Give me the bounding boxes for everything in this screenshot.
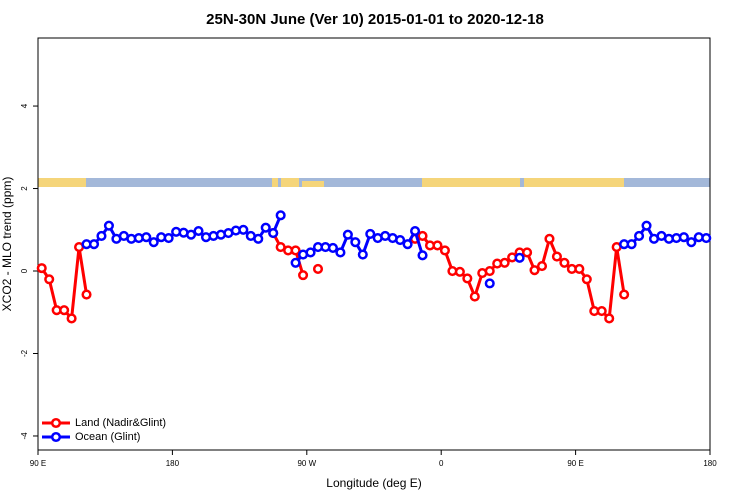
series-marker: [260, 222, 271, 233]
series-marker: [350, 237, 361, 248]
land-band: [422, 178, 520, 187]
land-band: [272, 178, 278, 187]
x-tick-label: 90 W: [297, 459, 316, 468]
series-marker: [253, 233, 264, 244]
series-marker: [544, 233, 555, 244]
series-marker: [484, 265, 495, 277]
series-marker: [312, 263, 324, 275]
series-marker: [275, 210, 286, 221]
y-tick-label: 4: [20, 103, 29, 108]
x-tick-label: 90 E: [30, 459, 46, 468]
series-marker: [148, 237, 159, 248]
legend-label: Ocean (Glint): [75, 431, 140, 443]
series-marker: [604, 313, 615, 324]
series-marker: [186, 229, 197, 240]
series-marker: [678, 232, 689, 243]
series-marker: [103, 220, 114, 231]
series-marker: [357, 249, 368, 260]
series-marker: [641, 220, 652, 231]
series-marker: [454, 266, 465, 277]
y-tick-label: -2: [20, 349, 29, 357]
legend-label: Land (Nadir&Glint): [75, 417, 166, 429]
series-marker: [417, 230, 428, 242]
series-marker: [701, 232, 712, 244]
series-marker: [305, 247, 316, 258]
land-band: [524, 178, 624, 187]
series-marker: [365, 228, 376, 239]
land-band: [38, 178, 86, 187]
series-marker: [163, 232, 174, 244]
series-marker: [96, 230, 107, 242]
series-marker: [335, 247, 346, 258]
series-marker: [484, 278, 495, 289]
plot-frame: [37, 37, 711, 451]
land-band: [302, 181, 324, 187]
series-marker: [290, 257, 301, 268]
series-marker: [66, 313, 77, 324]
y-axis-label: XCO2 - MLO trend (ppm): [0, 177, 14, 312]
series-marker: [327, 242, 338, 253]
land-ocean-strip: [38, 178, 710, 187]
series-marker: [499, 257, 510, 268]
y-tick-label: -4: [20, 432, 29, 440]
series-marker: [59, 305, 70, 316]
series-marker: [238, 224, 249, 235]
series-marker: [574, 263, 585, 275]
legend-marker: [50, 431, 62, 443]
series-marker: [439, 245, 450, 256]
x-tick-label: 180: [166, 459, 180, 468]
legend-marker: [50, 417, 62, 429]
series-marker: [596, 305, 607, 317]
series-marker: [581, 274, 592, 285]
y-tick-label: 2: [20, 186, 29, 191]
series-marker: [36, 263, 47, 274]
series-marker: [432, 240, 443, 251]
series-marker: [559, 257, 570, 268]
series-marker: [410, 225, 421, 237]
series-marker: [268, 228, 279, 239]
series-marker: [417, 250, 428, 261]
series-marker: [626, 239, 637, 250]
y-tick-label: 0: [20, 268, 29, 273]
x-axis-label: Longitude (deg E): [326, 476, 421, 490]
series-marker: [141, 232, 152, 243]
series-marker: [514, 252, 525, 263]
land-band: [281, 178, 299, 187]
series-marker: [686, 237, 697, 248]
series-marker: [551, 251, 562, 262]
x-tick-label: 90 E: [567, 459, 583, 468]
ocean-band: [38, 178, 710, 187]
series-marker: [88, 239, 100, 250]
series-marker: [290, 245, 301, 256]
series-marker: [193, 225, 204, 237]
series-marker: [634, 230, 645, 242]
series-marker: [536, 261, 548, 272]
x-tick-label: 180: [703, 459, 717, 468]
series-marker: [619, 289, 630, 300]
chart-title: 25N-30N June (Ver 10) 2015-01-01 to 2020…: [206, 11, 544, 28]
series-marker: [342, 229, 353, 240]
series-marker: [81, 289, 92, 300]
series-marker: [522, 247, 533, 258]
series-marker: [469, 291, 480, 302]
x-tick-label: 0: [439, 459, 444, 468]
series-marker: [462, 273, 473, 284]
series-marker: [402, 239, 413, 250]
series-marker: [44, 274, 55, 285]
series-marker: [298, 270, 309, 281]
series-marker: [395, 235, 406, 246]
series-marker: [529, 265, 540, 276]
